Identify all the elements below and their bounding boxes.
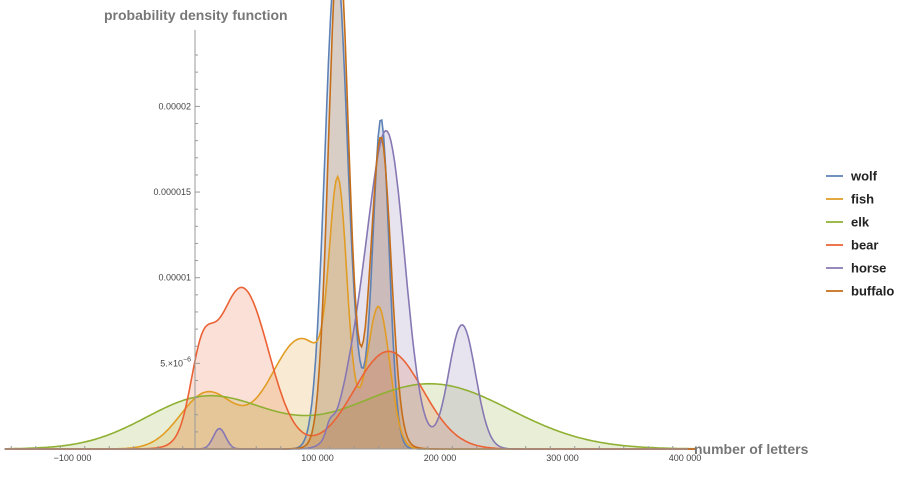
legend-item-fish: fish xyxy=(826,192,874,207)
legend-item-horse: horse xyxy=(826,261,886,276)
x-tick-label: 100 000 xyxy=(301,453,334,463)
x-tick-label: 200 000 xyxy=(424,453,457,463)
legend-label: buffalo xyxy=(851,284,894,299)
legend-label: bear xyxy=(851,238,878,253)
area-horse xyxy=(5,130,698,449)
legend-label: horse xyxy=(851,261,886,276)
y-tick-label: 0.000015 xyxy=(153,187,191,197)
legend-label: fish xyxy=(851,192,874,207)
legend-item-bear: bear xyxy=(826,238,878,253)
x-tick-label: 400 000 xyxy=(669,453,702,463)
legend-item-wolf: wolf xyxy=(826,169,878,184)
x-axis-title: number of letters xyxy=(694,441,809,457)
legend: wolf fish elk bear horse buffalo xyxy=(826,169,894,299)
x-tick-label: 300 000 xyxy=(546,453,579,463)
area-bear xyxy=(5,287,698,449)
legend-item-buffalo: buffalo xyxy=(826,284,894,299)
area-wolf xyxy=(5,0,698,449)
y-axis-title: probability density function xyxy=(104,7,288,23)
y-tick-label: 0.00002 xyxy=(158,101,191,111)
legend-item-elk: elk xyxy=(826,215,870,230)
y-tick-label: 0.00001 xyxy=(158,273,191,283)
line-elk xyxy=(5,382,697,450)
x-tick-label: −100 000 xyxy=(54,453,92,463)
y-tick-label: 5.×10−6 xyxy=(160,356,191,368)
legend-label: elk xyxy=(851,215,870,230)
legend-label: wolf xyxy=(850,169,878,184)
axes xyxy=(4,30,688,450)
